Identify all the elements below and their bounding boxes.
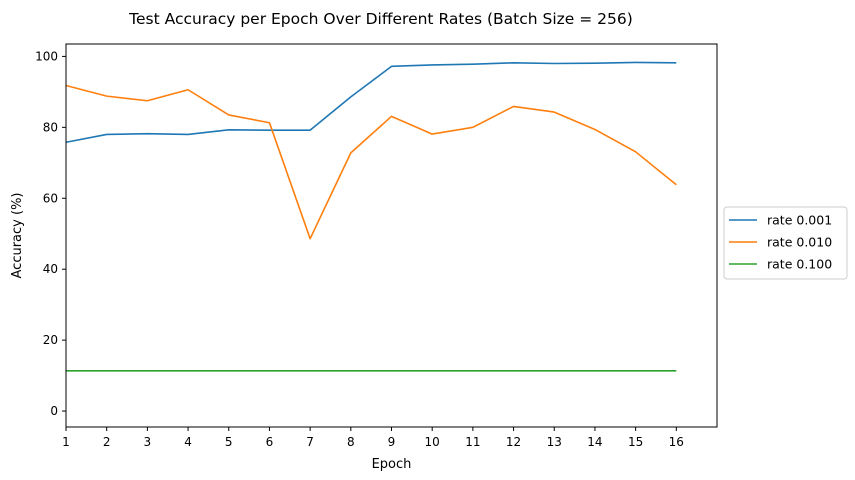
y-tick-label: 40 (43, 262, 58, 276)
y-tick-label: 60 (43, 191, 58, 205)
y-tick-label: 100 (35, 49, 58, 63)
x-tick-label: 11 (465, 435, 480, 449)
x-tick-label: 8 (347, 435, 355, 449)
x-tick-label: 7 (306, 435, 314, 449)
plot-area (65, 61, 677, 372)
x-tick-label: 3 (144, 435, 152, 449)
legend: rate 0.001 rate 0.010 rate 0.100 (723, 206, 848, 280)
x-tick-label: 4 (184, 435, 192, 449)
x-tick-label: 12 (506, 435, 521, 449)
x-tick-label: 6 (266, 435, 274, 449)
legend-label: rate 0.001 (767, 213, 832, 228)
y-tick-label: 20 (43, 333, 58, 347)
x-tick-label: 15 (628, 435, 643, 449)
x-tick-label: 13 (547, 435, 562, 449)
x-tick-label: 9 (388, 435, 396, 449)
legend-label: rate 0.010 (767, 235, 832, 250)
series-line-1 (65, 61, 677, 144)
axes-frame (65, 43, 718, 428)
chart-title: Test Accuracy per Epoch Over Different R… (128, 10, 633, 28)
x-tick-label: 2 (103, 435, 111, 449)
y-tick-label: 80 (43, 120, 58, 134)
x-tick-label: 16 (669, 435, 684, 449)
x-tick-label: 1 (62, 435, 70, 449)
x-axis-label: Epoch (372, 457, 412, 472)
series-line-2 (65, 84, 677, 240)
legend-box (723, 206, 848, 280)
legend-label: rate 0.100 (767, 257, 832, 272)
y-axis-label: Accuracy (%) (10, 193, 25, 279)
x-tick-label: 10 (425, 435, 440, 449)
x-tick-label: 14 (587, 435, 602, 449)
y-tick-label: 0 (50, 404, 58, 418)
x-tick-label: 5 (225, 435, 233, 449)
